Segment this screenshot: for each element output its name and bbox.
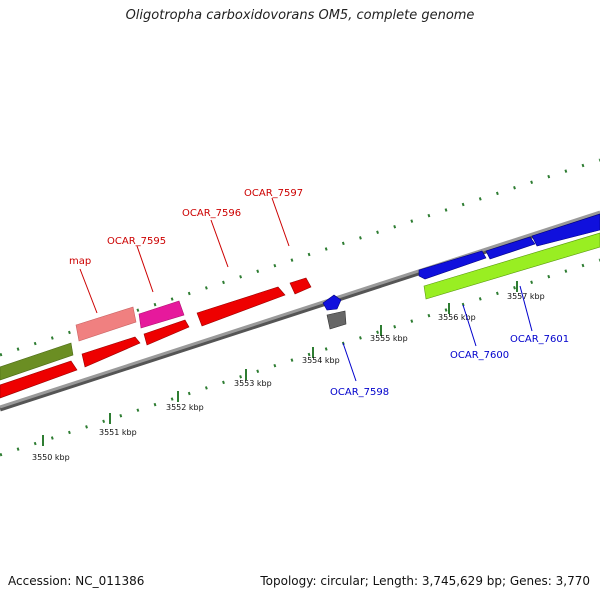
- map-title: Oligotropha carboxidovorans OM5, complet…: [125, 8, 475, 23]
- leader-ocar-7597: [271, 197, 290, 247]
- gene-label-inner[interactable]: OCAR_7600: [450, 350, 509, 361]
- blue-cds-ocar-7601-a[interactable]: [485, 236, 536, 260]
- blue-cds-ocar-7598[interactable]: [322, 294, 342, 311]
- leader-ocar-7600: [462, 304, 477, 347]
- red-cds-ocar-7596[interactable]: [196, 286, 286, 327]
- blue-cds-ocar-7601-b[interactable]: [531, 213, 600, 247]
- gene-label-outer[interactable]: OCAR_7597: [244, 188, 303, 199]
- leader-ocar-7598: [342, 342, 357, 382]
- red-cds-left[interactable]: [0, 360, 78, 399]
- tick-label: 3553 kbp: [234, 379, 272, 388]
- magenta-feature[interactable]: [138, 300, 185, 329]
- gene-label-inner[interactable]: OCAR_7601: [510, 334, 569, 345]
- tick-label: 3557 kbp: [507, 292, 545, 301]
- major-ticks: [42, 281, 518, 446]
- tick-label: 3556 kbp: [438, 313, 476, 322]
- blue-cds-ocar-7600[interactable]: [418, 250, 487, 280]
- genome-backbone: [0, 210, 600, 409]
- tick-label: 3552 kbp: [166, 403, 204, 412]
- gene-label-outer[interactable]: map: [69, 256, 91, 267]
- red-cds-map[interactable]: [81, 336, 141, 368]
- leader-map: [79, 268, 98, 314]
- olive-feature[interactable]: [0, 342, 74, 381]
- tick-label: 3554 kbp: [302, 356, 340, 365]
- gene-label-outer[interactable]: OCAR_7595: [107, 236, 166, 247]
- genome-summary: Topology: circular; Length: 3,745,629 bp…: [260, 574, 590, 588]
- gene-label-outer[interactable]: OCAR_7596: [182, 208, 241, 219]
- pink-feature[interactable]: [75, 306, 137, 342]
- tick-label: 3550 kbp: [32, 453, 70, 462]
- lime-feature[interactable]: [423, 232, 600, 300]
- leader-ocar-7601: [519, 285, 533, 332]
- tick-label: 3551 kbp: [99, 428, 137, 437]
- gray-feature[interactable]: [326, 310, 347, 330]
- tick-label: 3555 kbp: [370, 334, 408, 343]
- gene-label-inner[interactable]: OCAR_7598: [330, 387, 389, 398]
- leader-ocar-7596: [210, 219, 229, 268]
- red-cds-ocar-7595[interactable]: [143, 319, 190, 346]
- leader-ocar-7595: [136, 245, 154, 293]
- accession-text: Accession: NC_011386: [8, 574, 145, 588]
- red-cds-ocar-7597[interactable]: [289, 277, 312, 295]
